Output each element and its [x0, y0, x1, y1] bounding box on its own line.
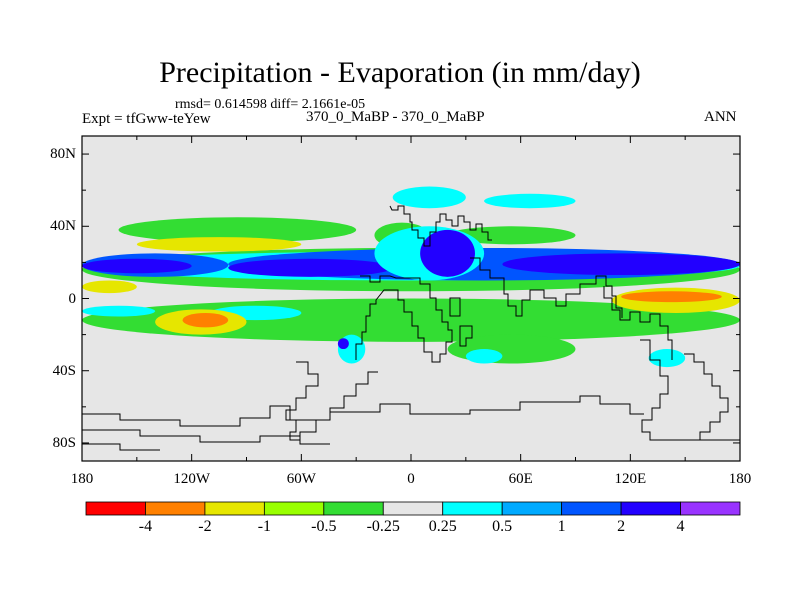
- x-tick-label: 0: [407, 471, 415, 487]
- contour-region-blue-13: [420, 229, 475, 277]
- coastline-outline: [82, 205, 740, 451]
- contour-region-yellow-11: [82, 280, 137, 294]
- colorbar-swatch: [680, 501, 741, 516]
- contour-region-green-2: [447, 226, 576, 245]
- contour-regions: [82, 186, 740, 368]
- colorbar-label: 4: [676, 518, 685, 535]
- contour-region-cyan-27: [648, 349, 686, 368]
- x-tick-label: 120W: [173, 471, 210, 487]
- y-tick-label: 0: [68, 290, 77, 307]
- x-tick-label: 180: [70, 471, 94, 487]
- x-tick-label: 60E: [508, 471, 533, 487]
- x-tick-label: 120E: [614, 471, 647, 487]
- chart-subtitle: rmsd= 0.614598 diff= 2.1661e-05: [175, 97, 366, 112]
- case-label: 370_0_MaBP - 370_0_MaBP: [306, 109, 485, 125]
- season-label: ANN: [704, 109, 737, 125]
- colorbar-swatch: [382, 501, 444, 516]
- colorbar-swatch: [204, 501, 265, 516]
- contour-region-cyan-26: [465, 349, 503, 364]
- contour-region-blue-8: [82, 258, 192, 274]
- colorbar-label: 0.5: [492, 518, 513, 535]
- colorbar-label: -2: [198, 518, 212, 535]
- axis-ticks: [81, 136, 741, 461]
- contour-region-yellow-4: [136, 237, 302, 252]
- colorbar-swatch: [323, 501, 384, 516]
- colorbar: [85, 501, 741, 516]
- colorbar-swatch: [620, 501, 681, 516]
- colorbar-label: 1: [557, 518, 566, 535]
- contour-region-cyan-14: [392, 186, 466, 209]
- colorbar-label: -0.25: [366, 518, 400, 535]
- colorbar-label: -4: [138, 518, 153, 535]
- colorbar-label: -0.5: [311, 518, 337, 535]
- contour-region-blue-10: [502, 253, 740, 276]
- colorbar-swatch: [442, 501, 503, 516]
- colorbar-swatch: [501, 501, 563, 516]
- chart-title: Precipitation - Evaporation (in mm/day): [159, 56, 641, 89]
- x-tick-label: 60W: [286, 471, 316, 487]
- colorbar-label: 2: [617, 518, 626, 535]
- contour-region-cyan-17: [82, 305, 156, 317]
- colorbar-swatch: [263, 501, 325, 516]
- y-tick-label: 40N: [50, 218, 76, 235]
- contour-region-cyan-15: [484, 193, 576, 209]
- colorbar-swatch: [145, 501, 206, 516]
- contour-region-blue-9: [228, 258, 393, 277]
- colorbar-label: 0.25: [428, 518, 457, 535]
- contour-region-orange-20: [182, 312, 229, 328]
- colorbar-swatch: [85, 501, 146, 516]
- y-tick-label: 40S: [52, 362, 76, 379]
- contour-region-green-0: [118, 217, 357, 243]
- x-tick-label: 180: [728, 471, 752, 487]
- colorbar-swatch: [561, 501, 622, 516]
- experiment-label: Expt = tfGww-teYew: [82, 111, 211, 127]
- contour-region-blue-25: [337, 338, 349, 350]
- y-tick-label: 80N: [50, 146, 76, 163]
- contour-region-orange-22: [621, 291, 722, 303]
- contour-region-green-23: [447, 334, 576, 364]
- y-tick-label: 80S: [52, 434, 76, 451]
- colorbar-label: -1: [257, 518, 272, 535]
